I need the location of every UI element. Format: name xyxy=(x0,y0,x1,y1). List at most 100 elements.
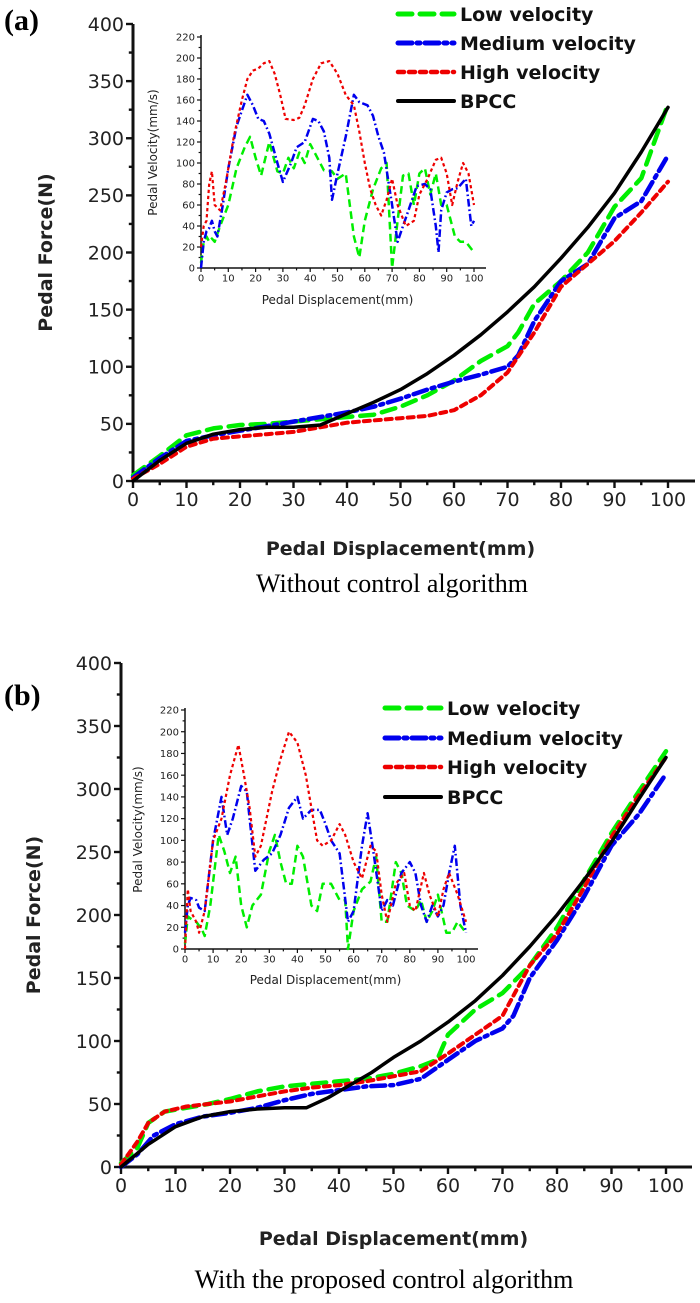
x-tick-label: 90 xyxy=(440,274,453,285)
y-tick-label: 250 xyxy=(76,842,112,864)
x-tick-label: 0 xyxy=(198,274,204,285)
panel-a-caption: Without control algorithm xyxy=(256,569,528,598)
x-tick-label: 90 xyxy=(599,1175,623,1197)
x-tick-label: 100 xyxy=(456,955,475,966)
y-tick-label: 350 xyxy=(88,71,124,93)
x-tick-label: 100 xyxy=(650,489,686,511)
x-tick-label: 70 xyxy=(386,274,399,285)
legend-label: Low velocity xyxy=(460,4,594,26)
x-tick-label: 100 xyxy=(648,1175,684,1197)
series-line-medium-velocity xyxy=(199,93,476,269)
y-axis-label: Pedal Velocity(mm/s) xyxy=(131,766,145,892)
y-tick-label: 120 xyxy=(160,814,179,825)
y-tick-label: 220 xyxy=(176,33,195,44)
x-tick-label: 0 xyxy=(127,489,139,511)
x-tick-label: 20 xyxy=(218,1175,242,1197)
legend-panel-b: Low velocity Medium velocity High velocity… xyxy=(382,698,624,809)
x-tick-label: 0 xyxy=(182,955,188,966)
x-tick-label: 40 xyxy=(335,489,359,511)
x-tick-label: 80 xyxy=(549,489,573,511)
x-tick-label: 60 xyxy=(358,274,371,285)
x-tick-label: 100 xyxy=(464,274,483,285)
y-tick-label: 120 xyxy=(176,138,195,149)
y-tick-label: 20 xyxy=(182,243,195,254)
y-tick-label: 300 xyxy=(88,128,124,150)
y-axis-label: Pedal Force(N) xyxy=(35,173,57,331)
x-axis-label: Pedal Displacement(mm) xyxy=(262,293,414,307)
x-tick-label: 10 xyxy=(163,1175,187,1197)
y-tick-label: 50 xyxy=(100,414,124,436)
chart-a-inset: 0 10 20 30 40 50 60 70 80 90 100 0 20 40 60 80 100 120 140… xyxy=(146,33,486,307)
x-tick-label: 50 xyxy=(319,955,332,966)
legend-label: High velocity xyxy=(460,62,601,84)
series-line-low-velocity xyxy=(183,833,467,951)
panel-a-label: (a) xyxy=(4,4,39,37)
y-tick-label: 180 xyxy=(160,749,179,760)
x-tick-label: 90 xyxy=(432,955,445,966)
series-line-high-velocity xyxy=(199,59,476,248)
x-tick-label: 50 xyxy=(388,489,412,511)
legend-label: BPCC xyxy=(460,91,516,113)
series-line-low-velocity xyxy=(118,748,669,1166)
chart-b-main: 0 10 20 30 40 50 60 70 80 90 100 0 50 100 150 200 250 300… xyxy=(23,653,692,1250)
y-tick-label: 250 xyxy=(88,185,124,207)
x-tick-label: 30 xyxy=(277,274,290,285)
x-tick-label: 70 xyxy=(495,489,519,511)
y-tick-label: 400 xyxy=(88,14,124,36)
y-tick-label: 80 xyxy=(182,180,195,191)
y-axis-label: Pedal Force(N) xyxy=(23,836,45,994)
series-line-high-velocity xyxy=(131,179,670,481)
y-tick-label: 60 xyxy=(166,879,179,890)
series-line-low-velocity xyxy=(199,135,475,270)
series-line-medium-velocity xyxy=(183,784,468,933)
x-tick-label: 60 xyxy=(347,955,360,966)
y-tick-label: 150 xyxy=(76,968,112,990)
y-tick-label: 300 xyxy=(76,779,112,801)
series-line-low-velocity xyxy=(130,101,671,478)
y-tick-label: 400 xyxy=(76,653,112,675)
x-tick-label: 40 xyxy=(304,274,317,285)
x-tick-label: 40 xyxy=(291,955,304,966)
chart-a-main: 0 10 20 30 40 50 60 70 80 90 100050100150200250300… xyxy=(35,14,695,560)
y-tick-label: 160 xyxy=(160,771,179,782)
panel-b-label: (b) xyxy=(4,679,41,712)
legend-label: Medium velocity xyxy=(460,33,637,55)
x-tick-label: 80 xyxy=(403,955,416,966)
series-line-high-velocity xyxy=(119,755,668,1167)
x-tick-label: 70 xyxy=(490,1175,514,1197)
y-tick-label: 200 xyxy=(160,727,179,738)
legend-label: BPCC xyxy=(447,787,503,809)
y-tick-label: 40 xyxy=(182,222,195,233)
x-tick-label: 10 xyxy=(222,274,235,285)
x-tick-label: 90 xyxy=(602,489,626,511)
x-axis-label: Pedal Displacement(mm) xyxy=(266,538,535,560)
x-tick-label: 60 xyxy=(442,489,466,511)
x-tick-label: 20 xyxy=(249,274,262,285)
x-axis-label: Pedal Displacement(mm) xyxy=(259,1228,528,1250)
y-tick-label: 200 xyxy=(76,905,112,927)
x-tick-label: 20 xyxy=(228,489,252,511)
y-tick-label: 200 xyxy=(88,242,124,264)
y-tick-label: 0 xyxy=(112,471,124,493)
x-tick-label: 20 xyxy=(235,955,248,966)
x-tick-label: 30 xyxy=(281,489,305,511)
y-tick-label: 100 xyxy=(88,357,124,379)
x-tick-label: 10 xyxy=(174,489,198,511)
y-tick-label: 140 xyxy=(176,117,195,128)
x-tick-label: 50 xyxy=(381,1175,405,1197)
panel-b-caption: With the proposed control algorithm xyxy=(195,1265,574,1294)
series-line-high-velocity xyxy=(183,730,468,950)
legend-panel-a: Low velocity Medium velocity High velocity… xyxy=(395,4,637,113)
legend-label: Low velocity xyxy=(447,698,581,720)
y-tick-label: 200 xyxy=(176,54,195,65)
y-axis-label: Pedal Velocity(mm/s) xyxy=(146,89,160,215)
x-tick-label: 30 xyxy=(272,1175,296,1197)
x-tick-label: 40 xyxy=(327,1175,351,1197)
legend-label: High velocity xyxy=(447,757,588,779)
chart-b-inset: 0 10 20 30 40 50 60 70 80 90 100 0 20 40 60 80 100 120 140… xyxy=(131,706,478,987)
x-tick-label: 0 xyxy=(115,1175,127,1197)
y-tick-label: 20 xyxy=(166,923,179,934)
y-tick-label: 100 xyxy=(160,836,179,847)
y-tick-label: 220 xyxy=(160,706,179,717)
y-tick-label: 40 xyxy=(166,901,179,912)
